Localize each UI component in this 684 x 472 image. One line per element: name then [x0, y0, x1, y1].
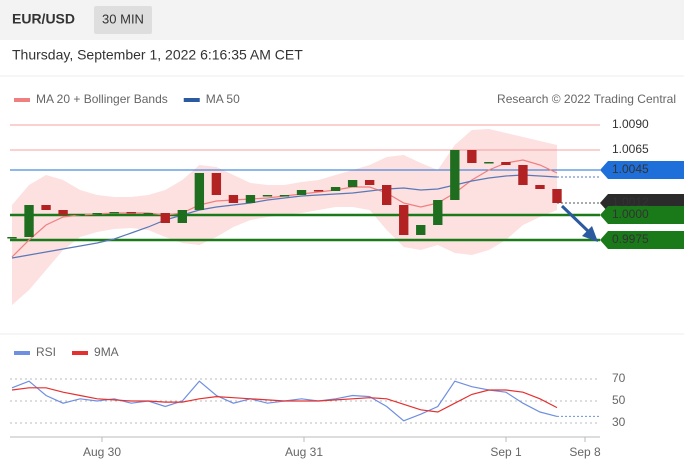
candle — [501, 162, 511, 165]
candle — [399, 205, 409, 235]
level-label: 1.0065 — [612, 142, 649, 156]
candle — [518, 165, 528, 185]
candle — [75, 214, 85, 216]
legend-label: MA 50 — [206, 92, 240, 106]
candle — [177, 210, 187, 223]
candle — [262, 195, 273, 197]
y-tick-label: 70 — [612, 371, 626, 385]
legend-swatch — [72, 351, 89, 355]
legend-label: 9MA — [94, 345, 119, 359]
candle — [450, 150, 460, 200]
candle — [24, 205, 34, 237]
candle — [109, 212, 119, 214]
candle — [228, 195, 239, 203]
bollinger-band — [12, 129, 557, 305]
candle — [313, 190, 324, 192]
candle — [382, 185, 392, 205]
legend-swatch — [14, 351, 30, 355]
candle — [7, 237, 17, 239]
arrow-shaft — [560, 204, 592, 235]
candle — [416, 225, 426, 235]
candle — [330, 187, 341, 191]
candle — [41, 205, 51, 210]
rsi-line — [11, 387, 558, 413]
candle — [535, 185, 545, 189]
candle — [552, 189, 562, 203]
symbol: EUR/USD — [12, 11, 75, 27]
level-label: 1.0090 — [612, 117, 649, 131]
candle — [364, 180, 375, 185]
level-box — [600, 206, 684, 224]
legend-swatch — [14, 98, 30, 102]
candle — [245, 195, 256, 203]
y-tick-label: 30 — [612, 415, 626, 429]
candle — [194, 173, 205, 210]
candle — [296, 190, 307, 195]
subtitle: Thursday, September 1, 2022 6:16:35 AM C… — [12, 47, 303, 63]
candle — [160, 213, 170, 223]
x-tick-label: Aug 30 — [83, 445, 121, 459]
level-label: 0.9975 — [612, 232, 649, 246]
x-tick-label: Sep 1 — [490, 445, 522, 459]
timeframe-box[interactable] — [94, 6, 152, 34]
level-box — [600, 161, 684, 179]
arrow-head — [582, 226, 598, 242]
timeframe[interactable]: 30 MIN — [102, 11, 144, 26]
level-box — [600, 231, 684, 249]
candle — [211, 173, 222, 195]
x-tick-label: Aug 31 — [285, 445, 323, 459]
candle — [126, 212, 136, 214]
candle — [347, 180, 358, 187]
candle — [92, 213, 102, 215]
candle — [58, 210, 68, 215]
candle — [279, 195, 290, 197]
legend-label: MA 20 + Bollinger Bands — [36, 92, 168, 106]
candle — [433, 200, 443, 225]
x-tick-label: Sep 8 — [569, 445, 601, 459]
legend-swatch — [183, 98, 200, 102]
y-tick-label: 50 — [612, 393, 626, 407]
candle — [484, 162, 494, 164]
candle — [143, 213, 153, 215]
level-label: 1.0000 — [612, 207, 649, 221]
ma-line — [11, 174, 558, 259]
level-label: 1.0012 — [612, 195, 649, 209]
credit: Research © 2022 Trading Central — [497, 92, 676, 106]
legend-label: RSI — [36, 345, 56, 359]
level-label: 1.0045 — [612, 162, 649, 176]
candle — [467, 150, 477, 163]
